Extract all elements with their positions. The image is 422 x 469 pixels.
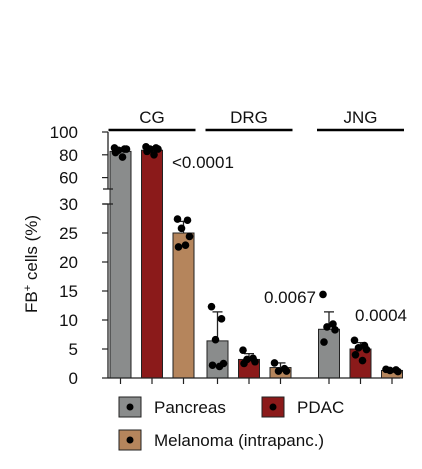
data-point [173,215,182,223]
data-point [323,323,331,331]
bar [318,328,340,379]
legend: Pancreas PDAC Melanoma (intrapanc.) [118,396,344,451]
data-point [118,153,127,161]
legend-dot [126,403,134,411]
p-value: <0.0001 [172,153,234,172]
data-point [122,145,131,153]
data-point [215,362,224,371]
y-tick-label: 0 [69,369,78,388]
data-point [154,145,162,153]
y-axis-label-sup: + [22,285,34,291]
data-point [240,359,248,368]
data-point [354,344,363,352]
bar [206,340,229,379]
y-tick-label: 80 [59,146,78,165]
data-point [319,290,327,299]
data-point [270,359,279,367]
group-label: CG [139,108,165,127]
data-point [150,151,158,159]
data-point [183,216,192,225]
p-values: <0.0001 0.0067 0.0004 [172,153,407,325]
legend-dot [126,436,134,444]
data-point [251,357,259,366]
data-point [394,367,402,376]
p-value: 0.0067 [264,288,316,307]
data-point [329,320,337,328]
bar [172,232,195,379]
y-tick-label: 100 [50,123,78,142]
data-point [274,367,283,375]
group-label: JNG [344,108,378,127]
data-point [351,351,360,359]
legend-dot [269,403,277,411]
data-point [185,232,194,241]
data-point [177,224,186,233]
legend-label: Pancreas [154,398,226,417]
group-labels: CG DRG JNG [108,108,404,132]
data-point [217,315,226,323]
y-axis-label: FB+ cells (%) [22,215,41,313]
data-point [207,302,216,311]
data-point [143,147,151,156]
legend-label: Melanoma (intrapanc.) [154,431,324,450]
group-label: DRG [230,108,268,127]
y-axis-label-rest: cells (%) [22,215,41,285]
data-point [331,326,339,334]
data-point [111,148,120,157]
bar [109,150,132,379]
data-point [350,336,359,345]
y-tick-label: 10 [59,311,78,330]
y-tick-label: 5 [69,340,78,359]
points-layer [110,143,402,376]
data-point [320,338,328,346]
data-point [358,356,367,365]
data-point [174,243,183,251]
y-tick-label: 30 [59,195,78,214]
data-point [211,335,220,344]
y-tick-label: 60 [59,169,78,188]
bar [141,149,163,379]
data-point [282,367,291,375]
y-tick-label: 15 [59,282,78,301]
data-point [181,241,190,249]
data-point [386,366,394,375]
p-value: 0.0004 [355,306,407,325]
legend-label: PDAC [297,398,344,417]
data-point [362,345,371,354]
data-point [208,361,217,370]
y-axis-label-main: FB [22,291,41,313]
data-point [239,346,247,354]
bars-layer [109,146,403,379]
y-tick-label: 25 [59,224,78,243]
y-tick-label: 20 [59,253,78,272]
y-axis: 0 5 10 15 20 25 30 60 80 100 [50,123,400,388]
